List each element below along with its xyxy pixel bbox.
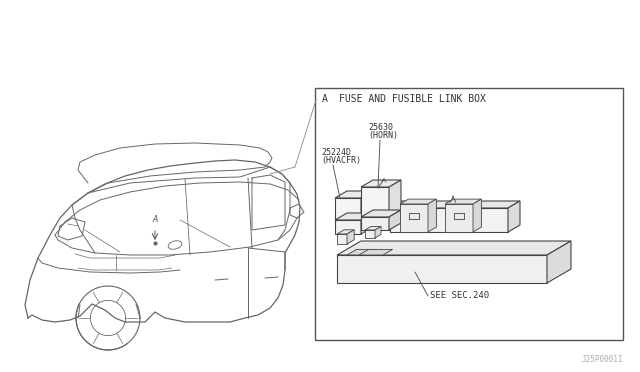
Polygon shape xyxy=(389,180,401,217)
Polygon shape xyxy=(335,198,361,220)
Text: J25P0001I: J25P0001I xyxy=(581,355,623,364)
Polygon shape xyxy=(361,217,389,230)
Text: FUSE AND FUSIBLE LINK BOX: FUSE AND FUSIBLE LINK BOX xyxy=(339,94,486,104)
Polygon shape xyxy=(365,230,375,238)
Text: 25630: 25630 xyxy=(368,123,393,132)
Text: A: A xyxy=(152,215,157,224)
Polygon shape xyxy=(428,199,436,232)
Polygon shape xyxy=(390,208,508,232)
Polygon shape xyxy=(335,220,361,234)
Polygon shape xyxy=(400,199,436,204)
Text: (HVACFR): (HVACFR) xyxy=(321,156,361,165)
Polygon shape xyxy=(365,227,381,230)
Polygon shape xyxy=(400,204,428,232)
Polygon shape xyxy=(390,201,520,208)
Polygon shape xyxy=(337,255,547,283)
Polygon shape xyxy=(445,199,481,204)
Polygon shape xyxy=(335,213,373,220)
Polygon shape xyxy=(337,241,571,255)
Polygon shape xyxy=(337,230,354,234)
Polygon shape xyxy=(361,213,373,234)
Text: A: A xyxy=(322,94,328,104)
Polygon shape xyxy=(361,187,389,217)
Polygon shape xyxy=(347,249,376,255)
Polygon shape xyxy=(547,241,571,283)
Polygon shape xyxy=(361,210,401,217)
Polygon shape xyxy=(473,199,481,232)
Polygon shape xyxy=(375,227,381,238)
Polygon shape xyxy=(361,191,373,220)
Polygon shape xyxy=(359,249,392,255)
Bar xyxy=(315,88,623,340)
Text: SEE SEC.240: SEE SEC.240 xyxy=(430,291,489,300)
Polygon shape xyxy=(347,230,354,244)
Polygon shape xyxy=(508,201,520,232)
Polygon shape xyxy=(337,234,347,244)
Polygon shape xyxy=(361,180,401,187)
Text: 25224D: 25224D xyxy=(321,148,351,157)
Polygon shape xyxy=(389,210,401,230)
Polygon shape xyxy=(445,204,473,232)
Polygon shape xyxy=(335,191,373,198)
Text: (HORN): (HORN) xyxy=(368,131,398,140)
